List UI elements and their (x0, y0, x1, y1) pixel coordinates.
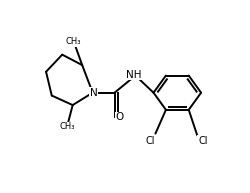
Text: CH₃: CH₃ (59, 122, 75, 131)
Text: CH₃: CH₃ (66, 37, 82, 46)
Text: Cl: Cl (146, 136, 156, 146)
Text: N: N (90, 88, 98, 98)
Text: Cl: Cl (198, 136, 208, 146)
Text: O: O (116, 113, 124, 122)
Text: NH: NH (126, 70, 142, 80)
